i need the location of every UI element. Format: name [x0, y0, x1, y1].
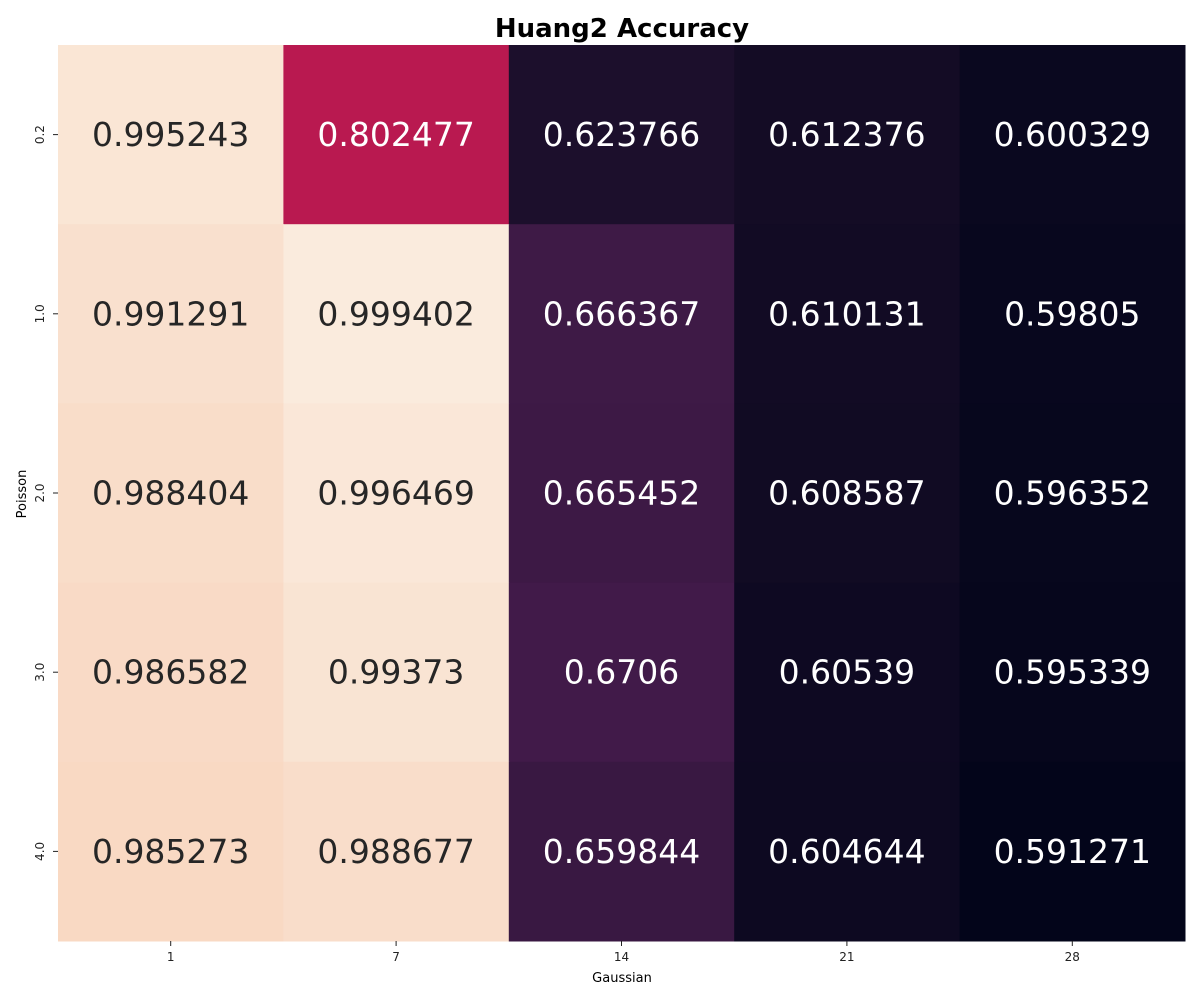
heatmap-cell	[508, 45, 735, 225]
y-tick-label: 1.0	[33, 304, 47, 323]
y-axis-ticks: 0.2 1.0 2.0 3.0 4.0	[33, 125, 58, 861]
heatmap-cell	[508, 582, 735, 763]
cell-value-label: 0.988677	[317, 832, 474, 871]
cell-value-label: 0.612376	[768, 115, 925, 154]
x-tick-label: 7	[392, 950, 400, 964]
heatmap-cell	[959, 761, 1186, 942]
heatmap-cell	[58, 761, 284, 942]
heatmap-cell	[283, 224, 510, 404]
cell-value-label: 0.99373	[328, 653, 464, 692]
heatmap-cell	[58, 45, 284, 225]
heatmap-cell	[508, 761, 735, 942]
heatmap-cell	[959, 224, 1186, 404]
heatmap-cell	[508, 224, 735, 404]
cell-value-label: 0.60539	[779, 653, 915, 692]
y-tick-label: 4.0	[33, 842, 47, 861]
y-axis-label: Poisson	[15, 470, 30, 519]
heatmap-cell-labels: 0.995243 0.802477 0.623766 0.612376 0.600329…	[92, 115, 1151, 871]
heatmap-cell	[959, 45, 1186, 225]
cell-value-label: 0.659844	[543, 832, 700, 871]
x-axis-ticks: 1 7 14 21 28	[167, 941, 1080, 964]
heatmap-cell	[734, 45, 961, 225]
cell-value-label: 0.999402	[317, 294, 474, 333]
heatmap-cell	[734, 582, 961, 763]
chart-title: Huang2 Accuracy	[495, 14, 749, 44]
heatmap-cell	[959, 403, 1186, 584]
x-tick-label: 28	[1065, 950, 1080, 964]
heatmap-cell	[283, 761, 510, 942]
cell-value-label: 0.6706	[564, 653, 679, 692]
cell-value-label: 0.991291	[92, 294, 249, 333]
y-tick-label: 0.2	[33, 125, 47, 144]
cell-value-label: 0.996469	[317, 474, 474, 513]
heatmap-cell	[283, 45, 510, 225]
cell-value-label: 0.604644	[768, 832, 925, 871]
heatmap-cell	[283, 403, 510, 584]
cell-value-label: 0.623766	[543, 115, 700, 154]
heatmap-cell	[508, 403, 735, 584]
x-axis-label: Gaussian	[592, 971, 652, 986]
cell-value-label: 0.986582	[92, 653, 249, 692]
cell-value-label: 0.995243	[92, 115, 249, 154]
heatmap-cell	[58, 582, 284, 763]
heatmap-cell	[734, 403, 961, 584]
heatmap-cells	[58, 45, 1186, 942]
cell-value-label: 0.591271	[994, 832, 1151, 871]
cell-value-label: 0.665452	[543, 474, 700, 513]
cell-value-label: 0.595339	[994, 653, 1151, 692]
x-tick-label: 1	[167, 950, 175, 964]
heatmap-cell	[959, 582, 1186, 763]
x-tick-label: 14	[614, 950, 629, 964]
cell-value-label: 0.59805	[1004, 294, 1140, 333]
cell-value-label: 0.666367	[543, 294, 700, 333]
cell-value-label: 0.802477	[317, 115, 474, 154]
cell-value-label: 0.610131	[768, 294, 925, 333]
cell-value-label: 0.985273	[92, 832, 249, 871]
cell-value-label: 0.596352	[994, 474, 1151, 513]
y-tick-label: 2.0	[33, 483, 47, 502]
heatmap-cell	[734, 224, 961, 404]
cell-value-label: 0.608587	[768, 474, 925, 513]
cell-value-label: 0.988404	[92, 474, 249, 513]
heatmap-cell	[58, 224, 284, 404]
heatmap-cell	[58, 403, 284, 584]
heatmap-cell	[734, 761, 961, 942]
y-tick-label: 3.0	[33, 663, 47, 682]
cell-value-label: 0.600329	[994, 115, 1151, 154]
x-tick-label: 21	[839, 950, 854, 964]
heatmap-cell	[283, 582, 510, 763]
